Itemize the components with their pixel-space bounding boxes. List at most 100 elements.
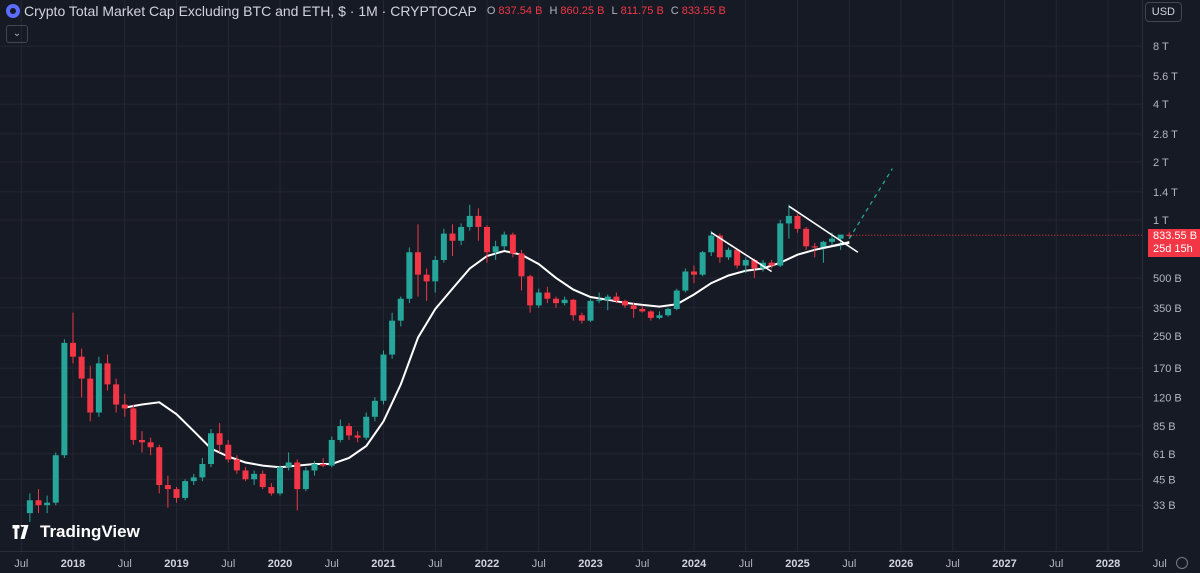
candle-body: [26, 500, 33, 514]
candle: [354, 431, 361, 443]
candle-body: [665, 308, 672, 316]
candle-body: [251, 473, 258, 480]
collapse-legend-button[interactable]: ⌄: [6, 25, 28, 43]
price-axis-tick-label: 5.6 T: [1153, 71, 1178, 83]
candle-body: [311, 464, 318, 471]
time-axis-tick-label: Jul: [532, 558, 546, 570]
time-axis-tick-label: 2028: [1096, 558, 1120, 570]
candle-body: [233, 459, 240, 471]
candle: [294, 459, 301, 511]
candle-body: [259, 473, 266, 488]
candle: [742, 257, 749, 274]
candle-body: [190, 477, 197, 482]
candle: [87, 365, 94, 422]
candle-body: [432, 259, 439, 282]
currency-selector[interactable]: USD: [1144, 2, 1182, 22]
price-axis-tick-label: 33 B: [1153, 500, 1176, 512]
candle-body: [803, 228, 810, 247]
candle: [423, 268, 430, 301]
time-axis-tick-label: 2027: [992, 558, 1016, 570]
tradingview-logo[interactable]: TradingView: [8, 522, 140, 542]
candle: [699, 251, 706, 277]
candle-body: [285, 462, 292, 468]
settings-gear-icon[interactable]: [1176, 557, 1188, 569]
candle-body: [268, 487, 275, 494]
candle-body: [458, 226, 465, 241]
candle-body: [52, 455, 59, 503]
price-axis-tick-label: 500 B: [1153, 273, 1182, 285]
candle-body: [328, 439, 335, 466]
candle-body: [147, 442, 154, 448]
candle: [475, 208, 482, 241]
candle-body: [449, 233, 456, 241]
candle-body: [415, 252, 421, 275]
chart-title[interactable]: Crypto Total Market Cap Excluding BTC an…: [24, 3, 477, 19]
candle-body: [173, 489, 180, 498]
candle-body: [492, 246, 499, 253]
ohlc-low-value: 811.75 B: [620, 5, 664, 17]
candle: [751, 258, 758, 278]
trendline: [710, 231, 773, 273]
candle-body: [95, 363, 102, 413]
candle: [768, 259, 775, 269]
candle-body: [682, 271, 689, 291]
candle-body: [121, 404, 128, 409]
candle-body: [113, 384, 120, 405]
candle: [630, 303, 637, 318]
candle-body: [130, 408, 137, 440]
candle-body: [768, 262, 775, 266]
candle: [113, 378, 120, 413]
time-axis-tick-label: Jul: [14, 558, 28, 570]
candle-body: [70, 342, 76, 357]
candle-body: [208, 433, 214, 465]
candle: [466, 204, 473, 231]
candle: [156, 444, 163, 494]
time-axis-tick-label: 2026: [889, 558, 913, 570]
price-axis[interactable]: 8 T 5.6 T 4 T 2.8 T 2 T 1.4 T 1 T 500 B 350 B 250…: [1142, 0, 1200, 573]
candle-body: [371, 400, 378, 417]
time-axis-tick-label: Jul: [428, 558, 442, 570]
candle-body: [673, 290, 680, 309]
time-axis-tick-label: 2023: [578, 558, 602, 570]
price-axis-tick-label: 61 B: [1153, 449, 1176, 461]
last-price-label: 833.55 B 25d 15h: [1148, 229, 1200, 257]
ohlc-open-key: O: [486, 5, 496, 17]
candle: [70, 312, 76, 364]
candle: [803, 226, 810, 250]
candle: [44, 495, 51, 514]
candle: [225, 439, 232, 463]
candle: [397, 296, 404, 327]
ohlc-values: O 837.54 B H 860.25 B L 811.75 B C 833.55 B: [487, 5, 730, 17]
price-axis-tick-label: 350 B: [1153, 303, 1182, 315]
candle-body: [553, 298, 559, 304]
candle-body: [423, 274, 430, 282]
candle: [182, 479, 189, 501]
candle: [734, 248, 741, 269]
time-axis-tick-label: Jul: [1049, 558, 1063, 570]
candle-body: [837, 234, 844, 239]
candle-body: [104, 363, 111, 385]
candle-body: [544, 292, 551, 299]
candle: [164, 475, 171, 508]
candle: [647, 310, 654, 321]
candle: [251, 470, 258, 486]
candle: [121, 393, 128, 417]
candle: [639, 305, 646, 313]
time-axis-tick-label: Jul: [221, 558, 235, 570]
time-axis-tick-label: Jul: [118, 558, 132, 570]
candle: [415, 224, 421, 297]
candle-body: [587, 300, 594, 321]
last-price-value: 833.55 B: [1153, 230, 1198, 242]
candle: [440, 228, 447, 263]
candle-body: [509, 234, 516, 254]
candle-body: [440, 233, 447, 260]
candles-layer: [26, 204, 853, 522]
price-axis-tick-label: 1.4 T: [1153, 187, 1178, 199]
candle-body: [475, 215, 482, 227]
candle: [777, 220, 784, 267]
candle-body: [604, 296, 611, 300]
time-axis[interactable]: Jul 2018 Jul 2019 Jul 2020 Jul 2021 Jul 2022 Jul 20…: [0, 551, 1167, 571]
candle-body: [389, 320, 396, 355]
candle: [544, 286, 551, 304]
